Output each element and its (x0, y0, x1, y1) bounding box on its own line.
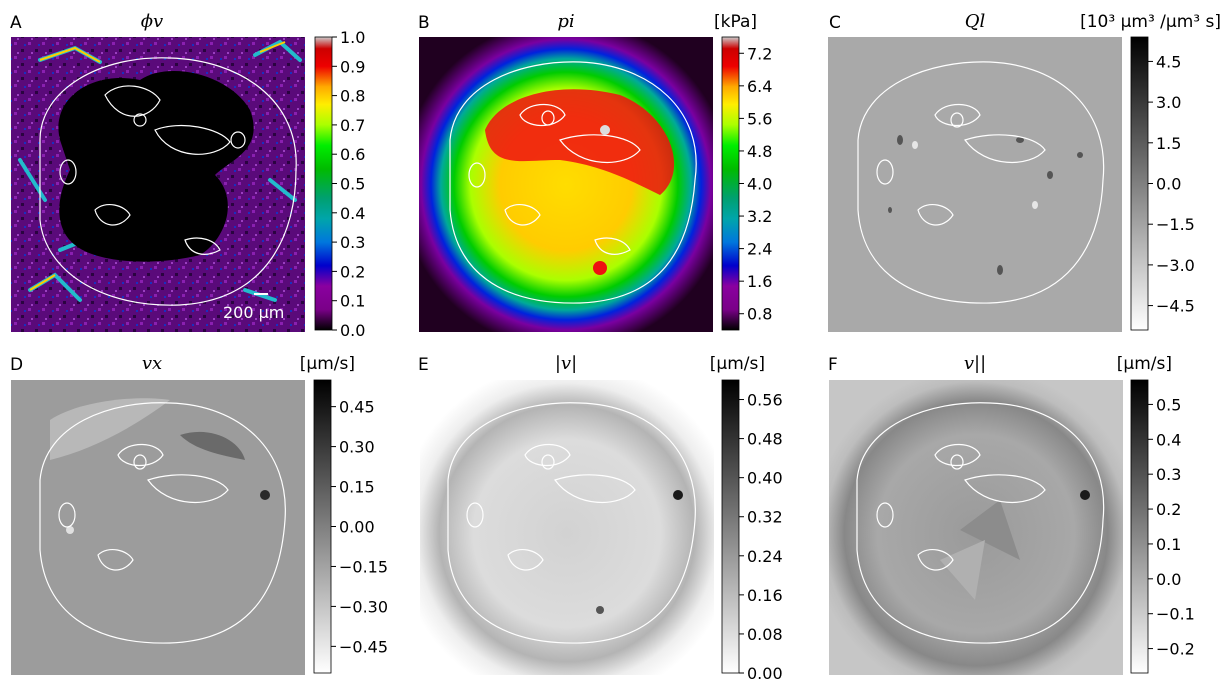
panel-letter-a: A (10, 13, 22, 33)
colorbar-tick-label: −0.1 (1156, 605, 1195, 624)
heatmap-c (828, 37, 1122, 332)
panel-d-units: [μm/s] (300, 354, 355, 374)
panel-b-units: [kPa] (714, 12, 757, 32)
panel-letter-b: B (418, 13, 430, 33)
colorbar-tick-label: 0.2 (1156, 500, 1181, 519)
colorbar-tick-label: 0.45 (339, 398, 375, 417)
colorbar-tick-label: 1.0 (340, 28, 365, 47)
colorbar-tick-label: 0.32 (747, 508, 783, 527)
colorbar-tick-label: 0.00 (339, 518, 375, 537)
panel-letter-d: D (10, 355, 23, 375)
colorbar-tick-label: 0.5 (340, 175, 365, 194)
panel-c-title: Ql (965, 11, 986, 32)
colorbar-tick-label: −4.5 (1156, 297, 1195, 316)
colorbar-tick-label: 0.1 (1156, 535, 1181, 554)
heatmap-d (11, 380, 305, 675)
colorbar-tick-label: 0.1 (340, 292, 365, 311)
colorbar-tick-label: 0.3 (340, 233, 365, 252)
panel-f-title: v|| (964, 353, 986, 374)
colorbar-tick-label: 0.30 (339, 438, 375, 457)
colorbar-b: 7.2 6.4 5.6 4.8 4.0 3.2 2.4 1.6 0.8 (721, 36, 772, 331)
heatmap-a (11, 37, 305, 332)
colorbar-tick-label: 0.5 (1156, 395, 1181, 414)
panel-d-title: vx (142, 353, 162, 374)
heatmap-b (419, 37, 713, 332)
colorbar-tick-label: 0.0 (1156, 175, 1181, 194)
colorbar-tick-label: 0.2 (340, 262, 365, 281)
colorbar-tick-label: −1.5 (1156, 215, 1195, 234)
colorbar-tick-label: 0.00 (747, 664, 783, 683)
panel-e: E |v| [μm/s] 0.56 0.48 0.40 0.32 0.24 0.16 0.0… (418, 353, 783, 683)
colorbar-tick-label: 3.0 (1156, 93, 1181, 112)
colorbar-tick-label: −0.30 (339, 597, 388, 616)
colorbar-tick-label: 4.8 (747, 142, 772, 161)
colorbar-tick-label: 0.9 (340, 57, 365, 76)
colorbar-tick-label: 0.16 (747, 586, 783, 605)
panel-d: D vx [μm/s] 0.45 0.30 0.15 0.00 −0.15 −0.30 −0… (10, 353, 388, 675)
colorbar-tick-label: 0.0 (1156, 570, 1181, 589)
panel-a-title: ϕv (141, 11, 163, 32)
colorbar-tick-label: 0.08 (747, 625, 783, 644)
panel-b: B pi [kPa] 7.2 6.4 5.6 4.8 4.0 3.2 2.4 1.6 0.8 (418, 11, 772, 332)
colorbar-tick-label: 0.4 (1156, 430, 1181, 449)
colorbar-tick-label: −3.0 (1156, 256, 1195, 275)
colorbar-tick-label: 0.0 (340, 321, 365, 340)
panel-letter-f: F (828, 355, 838, 375)
panel-letter-c: C (829, 13, 841, 33)
colorbar-tick-label: 0.7 (340, 116, 365, 135)
panel-b-title: pi (557, 11, 574, 32)
panel-f: F v|| [μm/s] 0.5 0.4 0.3 0.2 0.1 0.0 −0.1 −0.2 (828, 353, 1195, 675)
panel-e-units: [μm/s] (710, 354, 765, 374)
colorbar-tick-label: 3.2 (747, 207, 772, 226)
colorbar-tick-label: 1.6 (747, 272, 772, 291)
panel-f-units: [μm/s] (1117, 354, 1172, 374)
panel-c-units: [10³ μm³ /μm³ s] (1080, 12, 1221, 32)
colorbar-f: 0.5 0.4 0.3 0.2 0.1 0.0 −0.1 −0.2 (1130, 379, 1195, 674)
colorbar-tick-label: 4.5 (1156, 52, 1181, 71)
scale-bar-label: 200 μm (223, 303, 284, 322)
heatmap-e (420, 380, 714, 675)
colorbar-tick-label: 0.6 (340, 145, 365, 164)
colorbar-tick-label: −0.2 (1156, 640, 1195, 659)
colorbar-a: 1.0 0.9 0.8 0.7 0.6 0.5 0.4 0.3 0.2 0.1 0.0 (314, 28, 365, 340)
panel-a: A ϕv (10, 11, 365, 340)
colorbar-tick-label: 0.4 (340, 204, 365, 223)
colorbar-tick-label: 4.0 (747, 175, 772, 194)
heatmap-f (829, 380, 1123, 675)
colorbar-e: 0.56 0.48 0.40 0.32 0.24 0.16 0.08 0.00 (721, 379, 783, 683)
colorbar-tick-label: 6.4 (747, 77, 772, 96)
panel-letter-e: E (418, 355, 429, 375)
colorbar-tick-label: 5.6 (747, 109, 772, 128)
panel-e-title: |v| (555, 353, 577, 374)
colorbar-tick-label: −0.15 (339, 557, 388, 576)
scale-bar: 200 μm (223, 293, 284, 322)
colorbar-tick-label: −0.45 (339, 637, 388, 656)
colorbar-tick-label: 0.8 (747, 305, 772, 324)
colorbar-tick-label: 2.4 (747, 240, 772, 259)
colorbar-tick-label: 0.15 (339, 478, 375, 497)
colorbar-tick-label: 7.2 (747, 44, 772, 63)
colorbar-c: 4.5 3.0 1.5 0.0 −1.5 −3.0 −4.5 (1130, 36, 1195, 331)
colorbar-tick-label: 0.48 (747, 430, 783, 449)
colorbar-tick-label: 0.8 (340, 87, 365, 106)
colorbar-tick-label: 1.5 (1156, 134, 1181, 153)
colorbar-tick-label: 0.3 (1156, 465, 1181, 484)
colorbar-d: 0.45 0.30 0.15 0.00 −0.15 −0.30 −0.45 (313, 379, 388, 674)
panel-c: C Ql [10³ μm³ /μm³ s] (828, 11, 1221, 332)
colorbar-tick-label: 0.40 (747, 469, 783, 488)
colorbar-tick-label: 0.56 (747, 391, 783, 410)
colorbar-tick-label: 0.24 (747, 547, 783, 566)
